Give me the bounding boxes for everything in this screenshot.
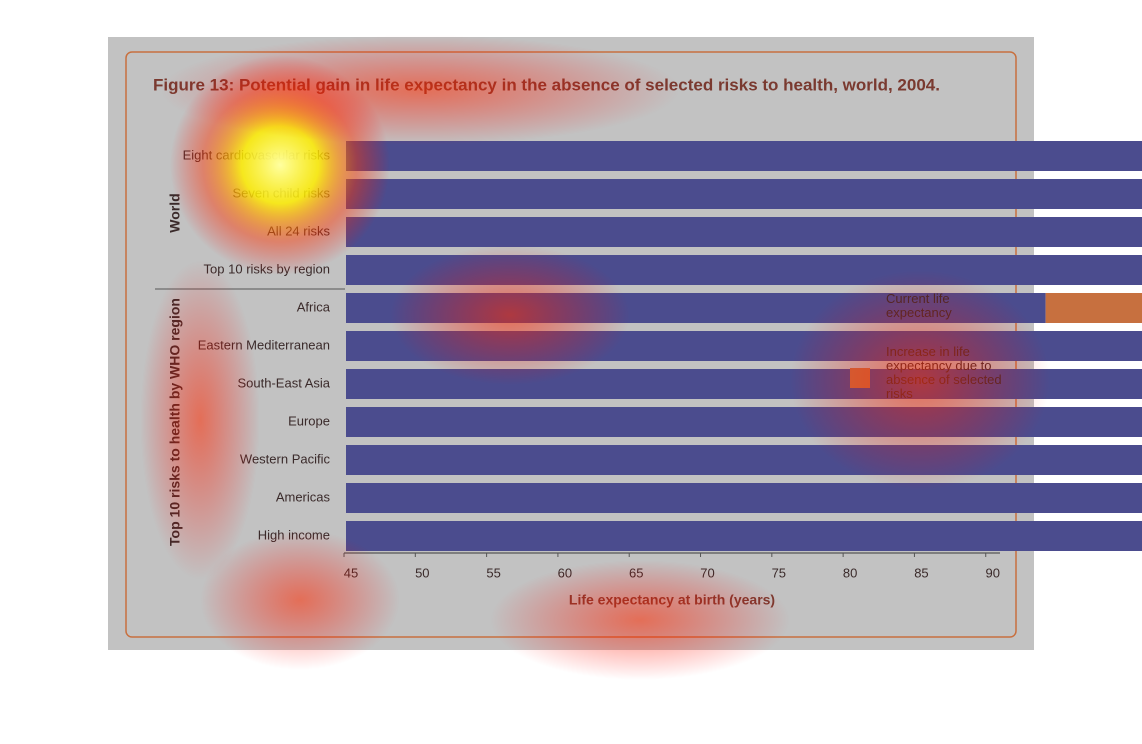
x-tick-label: 45 — [344, 565, 358, 580]
bar-segment — [1045, 293, 1142, 323]
y-tick-label: South-East Asia — [238, 375, 331, 390]
y-tick-label: Africa — [297, 299, 331, 314]
bar-segment — [346, 483, 1142, 513]
y-tick-label: Americas — [276, 489, 331, 504]
bar-segment — [346, 141, 1142, 171]
x-tick-label: 85 — [914, 565, 928, 580]
x-tick-label: 65 — [629, 565, 643, 580]
y-tick-label: All 24 risks — [267, 223, 330, 238]
bar-segment — [346, 255, 1142, 285]
bar-segment — [346, 369, 1142, 399]
bar-segment — [346, 521, 1142, 551]
bar-segment — [346, 331, 1142, 361]
x-tick-label: 70 — [700, 565, 714, 580]
x-tick-label: 50 — [415, 565, 429, 580]
y-tick-label: Eastern Mediterranean — [198, 337, 330, 352]
x-tick-label: 90 — [986, 565, 1000, 580]
y-tick-label: Western Pacific — [240, 451, 331, 466]
legend-label: Current life expectancy — [886, 291, 952, 320]
group-label: World — [167, 193, 183, 232]
bar-segment — [346, 217, 1142, 247]
bar-segment — [346, 445, 1142, 475]
bar-segment — [346, 407, 1142, 437]
x-tick-label: 80 — [843, 565, 857, 580]
x-tick-label: 75 — [772, 565, 786, 580]
legend-swatch — [850, 368, 870, 388]
y-tick-label: Eight cardiovascular risks — [183, 147, 331, 162]
legend-swatch — [850, 298, 870, 318]
x-tick-label: 60 — [558, 565, 572, 580]
y-tick-label: Europe — [288, 413, 330, 428]
x-tick-label: 55 — [486, 565, 500, 580]
group-label: Top 10 risks to health by WHO region — [167, 298, 183, 546]
chart-title: Figure 13: Potential gain in life expect… — [153, 75, 940, 94]
bar-segment — [346, 179, 1142, 209]
y-tick-label: High income — [258, 527, 330, 542]
x-axis-label: Life expectancy at birth (years) — [569, 592, 775, 608]
y-tick-label: Top 10 risks by region — [204, 261, 330, 276]
legend-label: Increase in life expectancy due to absen… — [886, 344, 1002, 401]
y-tick-label: Seven child risks — [232, 185, 330, 200]
